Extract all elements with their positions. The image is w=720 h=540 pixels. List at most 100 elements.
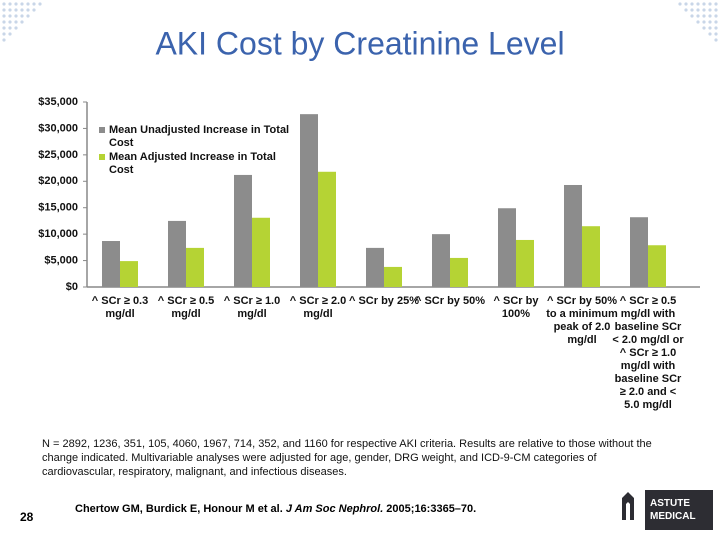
citation-authors: Chertow GM, Burdick E, Honour M et al. [75, 503, 286, 515]
decor-dot [690, 8, 694, 12]
decor-dot [696, 8, 700, 12]
decor-dot [2, 20, 6, 24]
decor-dot [714, 20, 718, 24]
decor-dot [2, 2, 6, 6]
decor-dot [14, 2, 18, 6]
bar [450, 257, 468, 287]
x-tick-label: ^ SCr by 100% [493, 295, 539, 320]
legend-swatch [99, 154, 105, 160]
citation-details: 2005;16:3365–70. [383, 503, 477, 515]
legend-swatch [99, 127, 105, 133]
bar [582, 226, 600, 287]
decor-dot [2, 26, 6, 30]
bar [432, 234, 450, 287]
x-tick-label: ^ SCr ≥ 0.5 mg/dl [157, 295, 215, 320]
decor-dot [702, 8, 706, 12]
y-tick-label: $0 [66, 281, 78, 293]
decor-dot [20, 8, 24, 12]
decor-dot [690, 14, 694, 18]
legend-label: Mean Adjusted Increase in Total Cost [109, 151, 276, 176]
logo-mark [622, 492, 634, 520]
decor-dot [708, 14, 712, 18]
decor-dot [20, 2, 24, 6]
legend-label: Mean Unadjusted Increase in Total Cost [109, 124, 290, 149]
decor-dot [8, 20, 12, 24]
x-tick-label: ^ SCr by 25% [348, 295, 419, 307]
y-tick-label: $35,000 [38, 96, 78, 108]
decor-dot [14, 26, 18, 30]
decor-dot [696, 20, 700, 24]
decor-dot [2, 8, 6, 12]
decor-dot [8, 2, 12, 6]
decor-dot [702, 20, 706, 24]
decor-dot [20, 14, 24, 18]
bar [120, 261, 138, 287]
decor-dot [32, 2, 36, 6]
decor-dot [678, 2, 682, 6]
decor-dot [708, 32, 712, 36]
decor-dot [14, 8, 18, 12]
decor-dot [714, 2, 718, 6]
x-tick-label: ^ SCr by 50% to a minimum peak of 2.0 mg… [546, 295, 618, 346]
bar [234, 174, 252, 287]
decor-dot [8, 14, 12, 18]
decor-dot [702, 26, 706, 30]
decor-dot [26, 2, 30, 6]
bar [630, 217, 648, 287]
bar [168, 220, 186, 287]
decor-dot [696, 14, 700, 18]
page-number: 28 [20, 510, 34, 524]
bar [102, 241, 120, 287]
x-tick-label: ^ SCr ≥ 0.3 mg/dl [91, 295, 149, 320]
bar [648, 245, 666, 287]
decor-dot [38, 2, 42, 6]
decor-dot [26, 8, 30, 12]
decor-dot [714, 32, 718, 36]
decor-dot [714, 26, 718, 30]
logo-box [645, 490, 713, 530]
citation: Chertow GM, Burdick E, Honour M et al. J… [75, 503, 476, 515]
decor-dot [708, 20, 712, 24]
bar [498, 208, 516, 287]
decor-dot [714, 14, 718, 18]
decor-dot [2, 32, 6, 36]
x-tick-label: ^ SCr by 50% [414, 295, 485, 307]
x-tick-label: ^ SCr ≥ 2.0 mg/dl [289, 295, 347, 320]
citation-journal: J Am Soc Nephrol. [285, 503, 384, 515]
y-tick-label: $5,000 [44, 254, 78, 266]
decor-dot [690, 2, 694, 6]
bar [186, 247, 204, 287]
decor-dot [14, 20, 18, 24]
y-tick-label: $10,000 [38, 228, 78, 240]
bar [564, 184, 582, 287]
x-tick-label: ^ SCr ≥ 1.0 mg/dl [223, 295, 281, 320]
y-tick-label: $25,000 [38, 149, 78, 161]
y-tick-label: $20,000 [38, 175, 78, 187]
y-tick-label: $30,000 [38, 122, 78, 134]
logo-text: ASTUTE MEDICAL [650, 498, 696, 522]
x-tick-label: ^ SCr ≥ 0.5 mg/dl with baseline SCr < 2.… [612, 295, 684, 411]
chart-title: AKI Cost by Creatinine Level [155, 25, 564, 61]
decor-dot [8, 32, 12, 36]
decor-dot [8, 8, 12, 12]
decor-dot [714, 8, 718, 12]
y-tick-label: $15,000 [38, 202, 78, 214]
bar [516, 239, 534, 287]
bar [384, 266, 402, 287]
decor-dot [708, 26, 712, 30]
bar [300, 114, 318, 288]
bar [366, 247, 384, 287]
bar [252, 217, 270, 287]
decor-dot [696, 2, 700, 6]
decor-dot [20, 20, 24, 24]
decor-dot [2, 38, 6, 42]
decor-dot [2, 14, 6, 18]
decor-dot [714, 38, 718, 42]
decor-dot [8, 26, 12, 30]
decor-dot [708, 8, 712, 12]
decor-dot [32, 8, 36, 12]
decor-dot [702, 2, 706, 6]
decor-dot [702, 14, 706, 18]
